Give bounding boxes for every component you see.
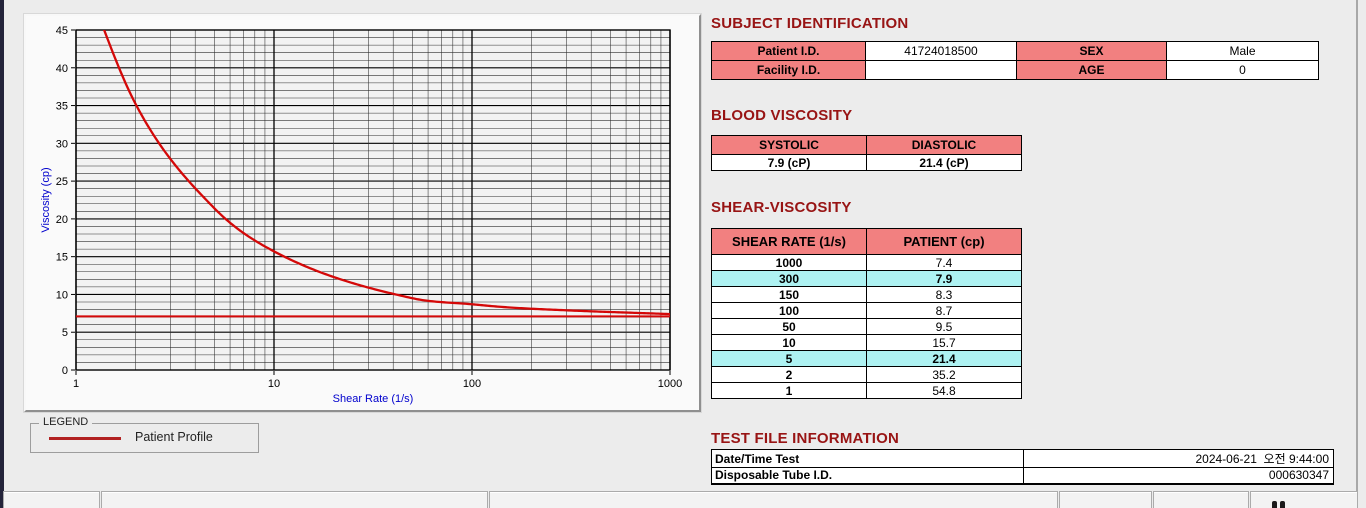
svg-text:15: 15: [56, 252, 68, 264]
patient-viscosity-cell: 7.4: [866, 254, 1022, 271]
right-edge-border: [1356, 0, 1358, 508]
shear-rate-cell: 1000: [711, 254, 867, 271]
patient-viscosity-cell: 21.4: [866, 350, 1022, 367]
patient-profile-line-sample: [49, 437, 121, 440]
shear-rate-cell: 150: [711, 286, 867, 303]
shear-rate-cell: 2: [711, 366, 867, 383]
legend-box: LEGEND Patient Profile: [30, 416, 259, 453]
table-row: 1000 7.4: [711, 254, 1022, 271]
facility-id-value: [865, 60, 1017, 80]
shear-rate-cell: 100: [711, 302, 867, 319]
table-row: 150 8.3: [711, 286, 1022, 303]
svg-text:0: 0: [62, 365, 68, 377]
bottom-glyph-fragment: [1272, 501, 1277, 508]
bottom-glyph-fragment: [1280, 501, 1285, 508]
patient-viscosity-cell: 7.9: [866, 270, 1022, 287]
table-row: 100 8.7: [711, 302, 1022, 319]
svg-text:25: 25: [56, 176, 68, 188]
disposable-tube-id-label: Disposable Tube I.D.: [711, 467, 1024, 484]
shear-rate-cell: 10: [711, 334, 867, 351]
date-time-test-label: Date/Time Test: [711, 449, 1024, 468]
shear-rate-cell: 5: [711, 350, 867, 367]
age-label: AGE: [1016, 60, 1167, 80]
diastolic-header: DIASTOLIC: [866, 135, 1022, 155]
y-axis-title: Viscosity (cp): [40, 167, 52, 232]
patient-profile-curve: [102, 30, 670, 316]
table-row: 2 35.2: [711, 366, 1022, 383]
svg-text:1000: 1000: [658, 378, 682, 390]
bottom-panel-fragment: [489, 491, 1058, 508]
patient-viscosity-cell: 54.8: [866, 382, 1022, 399]
blood-viscosity-table: SYSTOLIC DIASTOLIC 7.9 (cP) 21.4 (cP): [711, 135, 1022, 171]
blood-viscosity-title: BLOOD VISCOSITY: [711, 107, 853, 124]
svg-text:100: 100: [463, 378, 481, 390]
sex-label: SEX: [1016, 41, 1167, 61]
svg-text:45: 45: [56, 25, 68, 37]
bottom-panel-fragment: [3, 491, 100, 508]
shear-rate-cell: 300: [711, 270, 867, 287]
test-file-information-title: TEST FILE INFORMATION: [711, 430, 900, 447]
shear-rate-cell: 1: [711, 382, 867, 399]
patient-id-value: 41724018500: [865, 41, 1017, 61]
shear-viscosity-table: SHEAR RATE (1/s) PATIENT (cp) 1000 7.4 300…: [711, 228, 1022, 399]
table-header-row: SHEAR RATE (1/s) PATIENT (cp): [711, 228, 1022, 255]
viscosity-chart-panel: 0 5 10 15 20 25 30 35 40 45 1 10 100 1000 Viscosity (c…: [24, 14, 701, 412]
bottom-panel-fragment: [1059, 491, 1152, 508]
patient-viscosity-cell: 35.2: [866, 366, 1022, 383]
patient-viscosity-cell: 9.5: [866, 318, 1022, 335]
svg-text:40: 40: [56, 63, 68, 75]
sex-value: Male: [1166, 41, 1319, 61]
test-file-information-table: Date/Time Test 2024-06-21 오전 9:44:00 Dis…: [711, 449, 1334, 485]
x-axis-title: Shear Rate (1/s): [333, 393, 414, 405]
shear-table-body: 1000 7.4 300 7.9 150 8.3 100 8.7 50 9.5 10 15.7 5 21.…: [711, 254, 1022, 399]
svg-text:10: 10: [268, 378, 280, 390]
svg-text:10: 10: [56, 289, 68, 301]
table-row: Date/Time Test 2024-06-21 오전 9:44:00: [711, 449, 1334, 468]
table-row: 300 7.9: [711, 270, 1022, 287]
systolic-header: SYSTOLIC: [711, 135, 867, 155]
patient-cp-header: PATIENT (cp): [866, 228, 1022, 255]
table-row: Facility I.D. AGE 0: [711, 60, 1319, 80]
facility-id-label: Facility I.D.: [711, 60, 866, 80]
shear-viscosity-title: SHEAR-VISCOSITY: [711, 199, 852, 216]
legend-caption: LEGEND: [39, 416, 93, 428]
patient-id-label: Patient I.D.: [711, 41, 866, 61]
table-row: Disposable Tube I.D. 000630347: [711, 467, 1334, 484]
shear-rate-cell: 50: [711, 318, 867, 335]
table-row: Patient I.D. 41724018500 SEX Male: [711, 41, 1319, 61]
diastolic-value: 21.4 (cP): [866, 154, 1022, 171]
table-row: 7.9 (cP) 21.4 (cP): [711, 154, 1022, 171]
patient-viscosity-cell: 8.7: [866, 302, 1022, 319]
bottom-panel-fragment: [1250, 491, 1358, 508]
patient-viscosity-cell: 8.3: [866, 286, 1022, 303]
plot-area: [76, 30, 670, 370]
table-row: SYSTOLIC DIASTOLIC: [711, 135, 1022, 155]
bottom-panel-fragment: [1153, 491, 1249, 508]
svg-text:5: 5: [62, 327, 68, 339]
svg-text:20: 20: [56, 214, 68, 226]
age-value: 0: [1166, 60, 1319, 80]
shear-rate-header: SHEAR RATE (1/s): [711, 228, 867, 255]
svg-text:1: 1: [73, 378, 79, 390]
systolic-value: 7.9 (cP): [711, 154, 867, 171]
table-row: 1 54.8: [711, 382, 1022, 399]
bottom-panel-fragment: [101, 491, 488, 508]
svg-text:30: 30: [56, 138, 68, 150]
subject-identification-title: SUBJECT IDENTIFICATION: [711, 15, 909, 32]
patient-viscosity-cell: 15.7: [866, 334, 1022, 351]
table-row: 5 21.4: [711, 350, 1022, 367]
svg-text:35: 35: [56, 101, 68, 113]
legend-entry-label: Patient Profile: [135, 430, 213, 444]
date-time-test-value: 2024-06-21 오전 9:44:00: [1023, 449, 1334, 468]
left-edge-strip: [0, 0, 4, 508]
disposable-tube-id-value: 000630347: [1023, 467, 1334, 484]
table-row: 10 15.7: [711, 334, 1022, 351]
table-row: 50 9.5: [711, 318, 1022, 335]
shear-viscosity-chart: 0 5 10 15 20 25 30 35 40 45 1 10 100 1000 Viscosity (c…: [40, 25, 682, 405]
subject-identification-table: Patient I.D. 41724018500 SEX Male Facili…: [711, 41, 1319, 80]
